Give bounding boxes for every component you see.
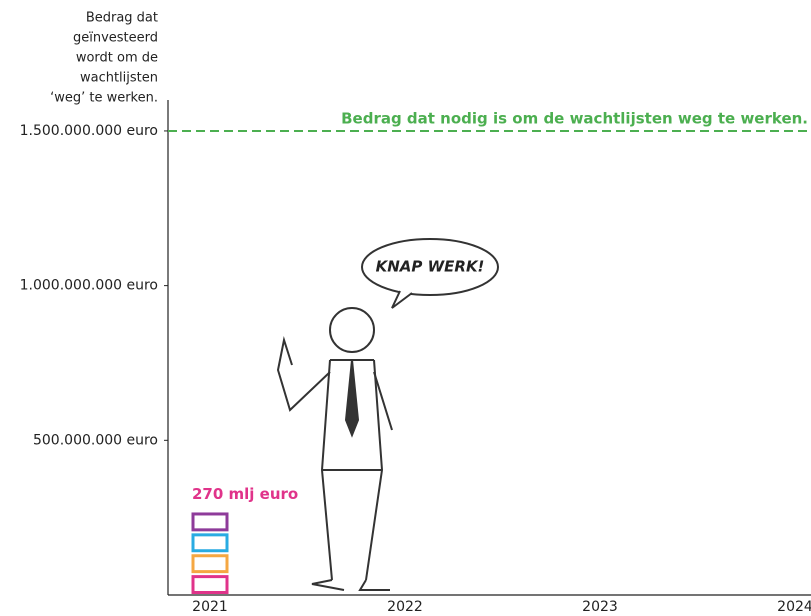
chart: KNAP WERK! Bedrag dat geïnvesteerd wordt o… (0, 0, 811, 616)
bubble-tail (392, 291, 412, 308)
x-tick-label: 2022 (387, 599, 423, 615)
y-axis-label: Bedrag dat (86, 11, 158, 26)
bar-segment (193, 556, 227, 572)
reference-label: Bedrag dat nodig is om de wachtlijsten w… (341, 109, 808, 127)
y-tick-label: 1.000.000.000 euro (20, 278, 158, 294)
x-tick-label: 2024 (777, 599, 811, 615)
head (330, 308, 374, 352)
bar-segment (193, 535, 227, 551)
y-tick-label: 500.000.000 euro (33, 432, 158, 448)
illustration (278, 239, 498, 590)
x-tick-label: 2023 (582, 599, 618, 615)
y-tick-label: 1.500.000.000 euro (20, 123, 158, 139)
total-label: 270 mlj euro (192, 485, 298, 503)
bar-segment (193, 577, 227, 593)
x-tick-label: 2021 (192, 599, 228, 615)
y-axis-label: wachtlijsten (80, 71, 158, 86)
y-axis-label: geïnvesteerd (73, 31, 158, 46)
bar-segment (193, 514, 227, 530)
bubble-text: KNAP WERK! (376, 258, 485, 276)
feet (312, 580, 390, 590)
y-axis-label: wordt om de (76, 51, 158, 66)
y-axis-label: ‘weg’ te werken. (50, 91, 158, 106)
tie (346, 360, 358, 435)
